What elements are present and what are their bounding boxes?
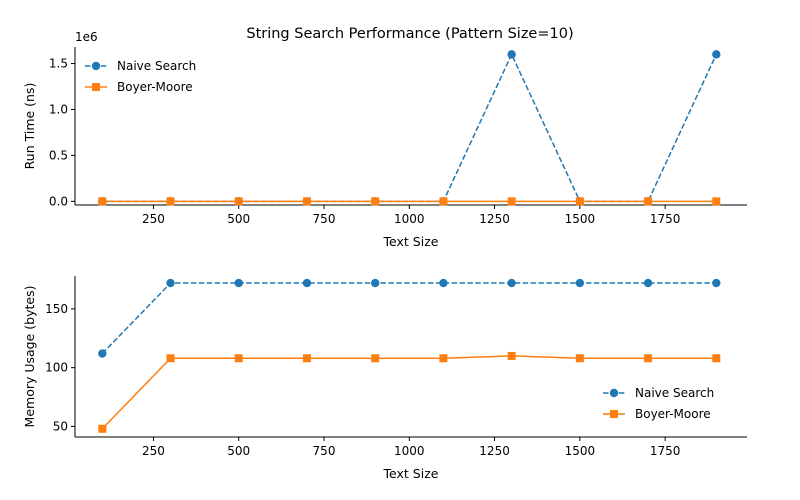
y-tick-label: 50 (53, 419, 68, 433)
legend-marker (92, 83, 100, 91)
data-point (643, 278, 653, 288)
x-tick-label: 500 (227, 212, 250, 226)
data-point (166, 278, 175, 288)
data-point (371, 197, 380, 206)
x-tick-label: 1500 (565, 212, 596, 226)
x-tick-label: 1750 (650, 212, 681, 226)
legend-item: Boyer-Moore (603, 407, 711, 421)
data-point (712, 278, 721, 288)
data-point (644, 354, 653, 363)
data-point (507, 50, 516, 59)
x-tick-label: 500 (227, 444, 250, 458)
legend-label: Naive Search (635, 386, 714, 400)
data-point (507, 278, 516, 288)
x-tick-label: 1000 (394, 212, 425, 226)
y-axis-label: Run Time (ns) (22, 83, 37, 170)
x-tick-label: 1500 (565, 444, 596, 458)
legend-label: Boyer-Moore (117, 80, 193, 94)
data-point (371, 354, 380, 363)
y-tick-label: 1.5 (49, 57, 68, 71)
data-point (439, 197, 448, 206)
legend-marker (610, 410, 618, 418)
data-point (439, 354, 448, 363)
legend-label: Boyer-Moore (635, 407, 711, 421)
y-tick-label: 150 (45, 302, 68, 316)
x-tick-label: 250 (142, 444, 165, 458)
series-line (101, 355, 717, 430)
data-point (575, 197, 584, 206)
data-point (507, 351, 516, 360)
y-tick-label: 1.0 (49, 102, 68, 116)
x-tick-label: 1000 (394, 444, 425, 458)
data-point (575, 354, 584, 363)
x-tick-label: 1750 (650, 444, 681, 458)
data-point (439, 278, 448, 288)
data-point (98, 349, 107, 358)
data-point (712, 50, 721, 59)
memory-panel: 250 500 750 1000 1250 1500 1750 50 100 150 Text Si… (22, 276, 747, 481)
data-point (370, 278, 380, 288)
series-line (102, 52, 717, 203)
data-point (644, 197, 653, 206)
y-tick-label: 100 (45, 361, 68, 375)
data-point (234, 278, 243, 288)
data-point (507, 197, 516, 206)
data-point (712, 354, 721, 363)
legend-label: Naive Search (117, 59, 196, 73)
chart-title: String Search Performance (Pattern Size=… (246, 26, 573, 42)
y-tick-label: 0.0 (49, 194, 68, 208)
y-tick-label: 0.5 (49, 148, 68, 162)
legend: Naive Search Boyer-Moore (603, 386, 714, 421)
data-point (98, 197, 107, 206)
data-point (302, 354, 311, 363)
legend-marker (91, 61, 101, 71)
legend-item: Naive Search (85, 59, 196, 73)
data-point (166, 197, 175, 206)
x-tick-label: 750 (313, 444, 336, 458)
y-offset-text: 1e6 (75, 30, 98, 44)
legend-marker (609, 388, 619, 398)
y-axis-label: Memory Usage (bytes) (22, 286, 37, 428)
runtime-panel: 250 500 750 1000 1250 1500 1750 0.0 0.5 1.0 1.5 1e6… (22, 30, 747, 249)
x-tick-label: 1250 (479, 444, 510, 458)
data-point (302, 278, 312, 288)
data-point (234, 354, 243, 363)
data-point (712, 197, 721, 206)
x-axis-label: Text Size (383, 466, 439, 481)
legend: Naive Search Boyer-Moore (85, 59, 196, 94)
x-tick-label: 250 (142, 212, 165, 226)
x-axis-label: Text Size (383, 234, 439, 249)
data-point (98, 424, 107, 433)
legend-item: Naive Search (603, 386, 714, 400)
series-line (101, 282, 717, 355)
data-point (166, 354, 175, 363)
x-tick-label: 750 (313, 212, 336, 226)
legend-item: Boyer-Moore (85, 80, 193, 94)
x-tick-label: 1250 (479, 212, 510, 226)
data-point (302, 197, 311, 206)
data-point (575, 278, 585, 288)
data-point (234, 197, 243, 206)
